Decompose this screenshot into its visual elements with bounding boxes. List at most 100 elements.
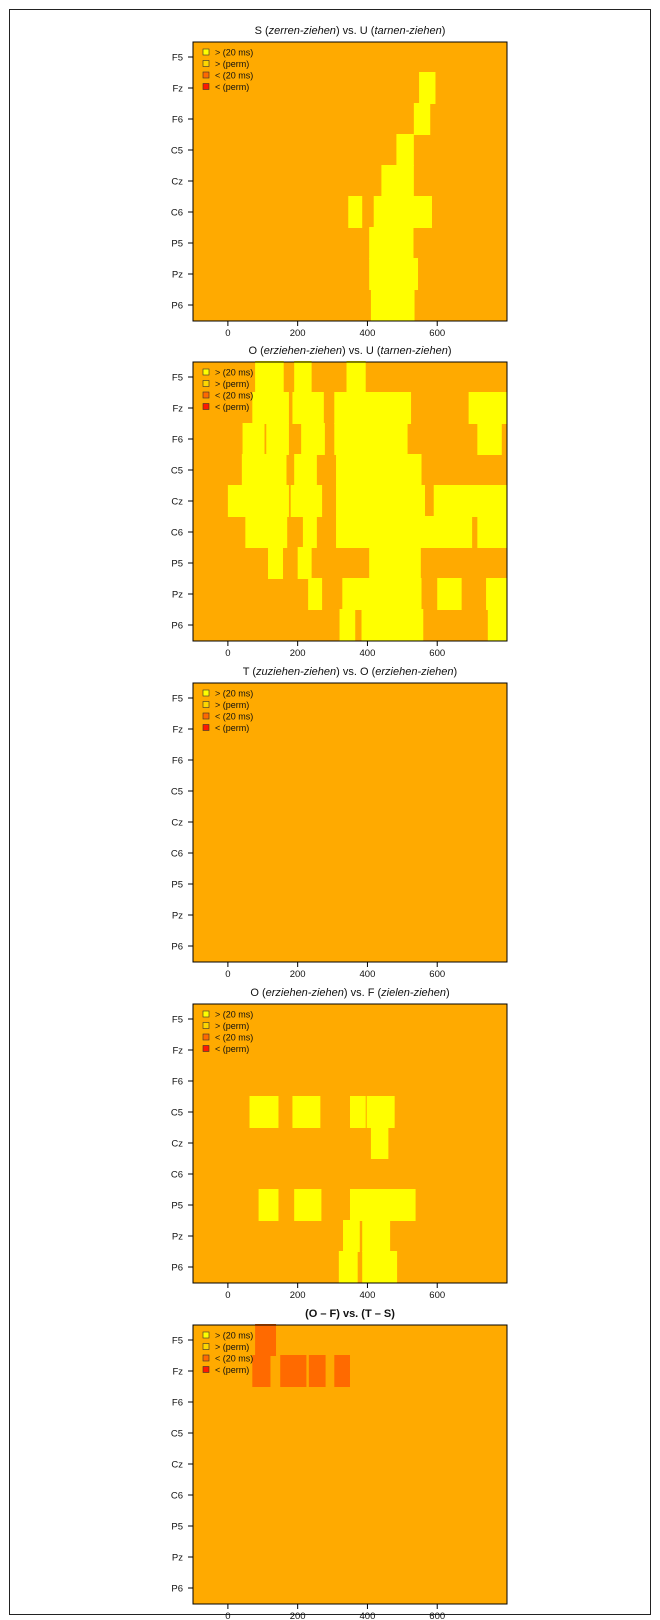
heatmap-cell-pz bbox=[342, 578, 422, 610]
chart-panel-2: O (erziehen-ziehen) vs. U (tarnen-ziehen… bbox=[171, 345, 508, 659]
y-tick-label-cz: Cz bbox=[171, 1139, 183, 1150]
heatmap-cell-f6 bbox=[266, 423, 289, 455]
legend-label: < (20 ms) bbox=[215, 391, 253, 401]
heatmap-cell-f5 bbox=[255, 1324, 277, 1356]
legend-label: > (20 ms) bbox=[215, 1010, 253, 1020]
legend-swatch bbox=[202, 689, 210, 697]
y-tick-label-cz: Cz bbox=[171, 1460, 183, 1471]
heatmap-cell-cz bbox=[370, 1127, 389, 1159]
heatmap-cell-p6 bbox=[370, 289, 415, 321]
y-tick-label-p6: P6 bbox=[171, 621, 183, 632]
heatmap-cell-p5 bbox=[268, 547, 284, 579]
heatmap-cell-c6 bbox=[373, 196, 432, 228]
heatmap-cell-f6 bbox=[301, 423, 325, 455]
x-tick-label: 600 bbox=[429, 328, 445, 339]
legend-label: > (perm) bbox=[215, 59, 249, 69]
legend-label: > (perm) bbox=[215, 1342, 249, 1352]
y-tick-label-fz: Fz bbox=[172, 1046, 183, 1057]
heatmap-cell-fz bbox=[468, 392, 507, 424]
y-tick-label-p5: P5 bbox=[171, 559, 183, 570]
y-tick-label-c5: C5 bbox=[171, 1429, 183, 1440]
y-tick-label-fz: Fz bbox=[172, 725, 183, 736]
y-tick-label-f5: F5 bbox=[172, 53, 183, 64]
heatmap-cell-cz bbox=[336, 485, 426, 517]
heatmap-cell-f5 bbox=[294, 361, 312, 393]
y-tick-label-f5: F5 bbox=[172, 1015, 183, 1026]
chart-title: O (erziehen-ziehen) vs. U (tarnen-ziehen… bbox=[248, 345, 451, 357]
legend-swatch bbox=[202, 391, 210, 399]
heatmap-cell-p6 bbox=[361, 609, 424, 641]
heatmap-cell-fz bbox=[308, 1355, 326, 1387]
heatmap-cell-c5 bbox=[241, 454, 287, 486]
legend-swatch bbox=[202, 71, 210, 79]
y-tick-label-p5: P5 bbox=[171, 1522, 183, 1533]
y-tick-label-pz: Pz bbox=[172, 270, 183, 281]
heatmap-cell-c5 bbox=[294, 454, 317, 486]
heatmap-cell-p5 bbox=[258, 1189, 279, 1221]
heatmap-cell-p5 bbox=[369, 547, 421, 579]
y-tick-label-pz: Pz bbox=[172, 911, 183, 922]
legend-swatch bbox=[202, 60, 210, 67]
y-tick-label-p6: P6 bbox=[171, 301, 183, 312]
heatmap-cell-f6 bbox=[477, 423, 502, 455]
y-tick-label-fz: Fz bbox=[172, 1367, 183, 1378]
legend-swatch bbox=[202, 83, 210, 90]
y-tick-label-c6: C6 bbox=[171, 1491, 183, 1502]
heatmap-cell-fz bbox=[419, 72, 436, 104]
y-tick-label-f6: F6 bbox=[172, 115, 183, 126]
heatmap-cell-c5 bbox=[396, 134, 414, 166]
heatmap-cell-p6 bbox=[487, 609, 507, 641]
y-tick-label-c5: C5 bbox=[171, 466, 183, 477]
heatmap-cell-c5 bbox=[249, 1096, 279, 1128]
heatmap-cell-f5 bbox=[346, 361, 366, 393]
y-tick-label-c6: C6 bbox=[171, 1170, 183, 1181]
heatmap-cell-p5 bbox=[297, 547, 312, 579]
legend-label: < (perm) bbox=[215, 1044, 249, 1054]
heatmap-cell-p5 bbox=[369, 227, 414, 259]
legend-label: > (perm) bbox=[215, 700, 249, 710]
chart-panel-5: (O – F) vs. (T – S) F5 Fz F6 C5 Cz C6 P5 Pz P6 0 20… bbox=[171, 1308, 508, 1620]
heatmap-cell-c6 bbox=[245, 516, 288, 548]
chart-title-part: ) bbox=[446, 987, 450, 999]
legend-label: < (perm) bbox=[215, 82, 249, 92]
legend-label: < (20 ms) bbox=[215, 1033, 253, 1043]
legend-swatch bbox=[202, 1331, 210, 1339]
chart-title-part: zuziehen-ziehen bbox=[255, 666, 336, 678]
y-tick-label-pz: Pz bbox=[172, 590, 183, 601]
heatmap-cell-c6 bbox=[477, 516, 507, 548]
x-tick-label: 200 bbox=[290, 1290, 306, 1301]
heatmap-cell-p6 bbox=[339, 609, 356, 641]
heatmap-cell-p5 bbox=[294, 1189, 322, 1221]
legend-label: > (perm) bbox=[215, 379, 249, 389]
x-tick-label: 600 bbox=[429, 969, 445, 980]
heatmap-cell-fz bbox=[334, 392, 412, 424]
y-tick-label-fz: Fz bbox=[172, 84, 183, 95]
y-tick-label-c5: C5 bbox=[171, 787, 183, 798]
legend-swatch bbox=[202, 1045, 210, 1052]
legend-swatch bbox=[202, 1010, 210, 1018]
heatmap-cell-c5 bbox=[366, 1096, 395, 1128]
y-tick-label-pz: Pz bbox=[172, 1232, 183, 1243]
y-tick-label-c5: C5 bbox=[171, 146, 183, 157]
legend-swatch bbox=[202, 701, 210, 708]
heatmap-cell-fz bbox=[252, 392, 289, 424]
y-tick-label-p5: P5 bbox=[171, 880, 183, 891]
heatmap-cell-f6 bbox=[413, 103, 431, 135]
legend-label: > (20 ms) bbox=[215, 48, 253, 58]
y-tick-label-cz: Cz bbox=[171, 818, 183, 829]
y-tick-label-f5: F5 bbox=[172, 373, 183, 384]
legend-label: > (perm) bbox=[215, 1021, 249, 1031]
chart-title-part: zielen-ziehen bbox=[380, 987, 446, 999]
heatmap-cell-fz bbox=[252, 1355, 271, 1387]
heatmap-cell-c6 bbox=[348, 196, 363, 228]
x-tick-label: 400 bbox=[360, 1611, 376, 1620]
legend-swatch bbox=[202, 1033, 210, 1041]
chart-title-part: ) bbox=[448, 345, 452, 357]
x-tick-label: 0 bbox=[225, 328, 230, 339]
chart-panel-4: O (erziehen-ziehen) vs. F (zielen-ziehen… bbox=[171, 987, 508, 1301]
x-tick-label: 200 bbox=[290, 328, 306, 339]
heatmap-cell-cz bbox=[227, 485, 289, 517]
x-tick-label: 0 bbox=[225, 1611, 230, 1620]
y-tick-label-f6: F6 bbox=[172, 1077, 183, 1088]
